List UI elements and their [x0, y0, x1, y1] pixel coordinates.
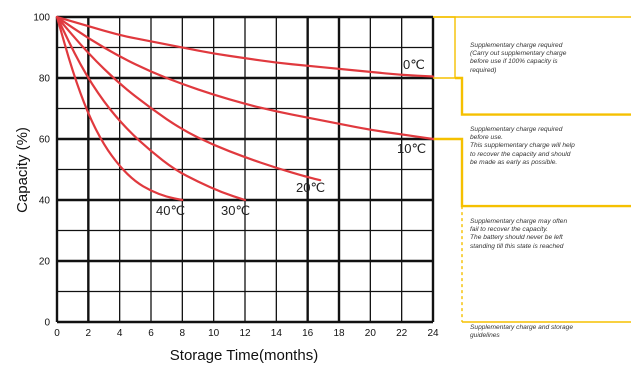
x-tick-label: 4: [117, 328, 123, 339]
y-tick-label: 80: [39, 74, 51, 85]
guide-lines: [433, 16, 631, 323]
y-tick-label: 20: [39, 257, 51, 268]
guide-line: [433, 16, 456, 79]
x-tick-label: 8: [180, 328, 186, 339]
grid: [55, 15, 435, 324]
curve-1: [55, 15, 435, 141]
curve-label-2: 20℃: [296, 180, 325, 195]
x-tick-label: 10: [208, 328, 220, 339]
curve-label-3: 40℃: [156, 203, 185, 218]
x-tick-label: 22: [396, 328, 408, 339]
curve-label-4: 30℃: [221, 203, 250, 218]
x-tick-label: 14: [271, 328, 283, 339]
curve-0: [55, 15, 435, 78]
curves: [55, 15, 435, 202]
guide-text-4: Supplementary charge and storage guideli…: [470, 324, 574, 340]
y-tick-label: 40: [39, 196, 51, 207]
x-axis-label: Storage Time(months): [170, 347, 318, 364]
x-tick-label: 24: [427, 328, 439, 339]
x-tick-label: 16: [302, 328, 314, 339]
x-tick-label: 0: [54, 328, 60, 339]
curve-label-1: 10℃: [397, 141, 426, 156]
y-tick-label: 100: [33, 13, 50, 24]
guide-text-1: Supplementary charge required (Carry out…: [470, 42, 567, 74]
guide-line: [455, 76, 631, 116]
y-tick-label: 60: [39, 135, 51, 146]
x-tick-label: 18: [333, 328, 345, 339]
curve-4: [55, 15, 247, 202]
curve-label-0: 0℃: [403, 57, 425, 72]
guide-text-3: Supplementary charge may often fail to r…: [470, 218, 568, 250]
guide-line: [433, 137, 631, 208]
y-axis-label: Capacity (%): [14, 127, 31, 213]
guide-text-2: Supplementary charge required before use…: [470, 126, 575, 166]
x-tick-label: 2: [86, 328, 92, 339]
x-tick-label: 12: [239, 328, 251, 339]
x-tick-label: 6: [148, 328, 154, 339]
curve-3: [55, 15, 184, 202]
curve-2: [55, 15, 322, 182]
curve-labels: 0℃ 10℃ 20℃ 40℃ 30℃: [156, 57, 426, 218]
x-tick-label: 20: [365, 328, 377, 339]
y-tick-label: 0: [44, 318, 50, 329]
